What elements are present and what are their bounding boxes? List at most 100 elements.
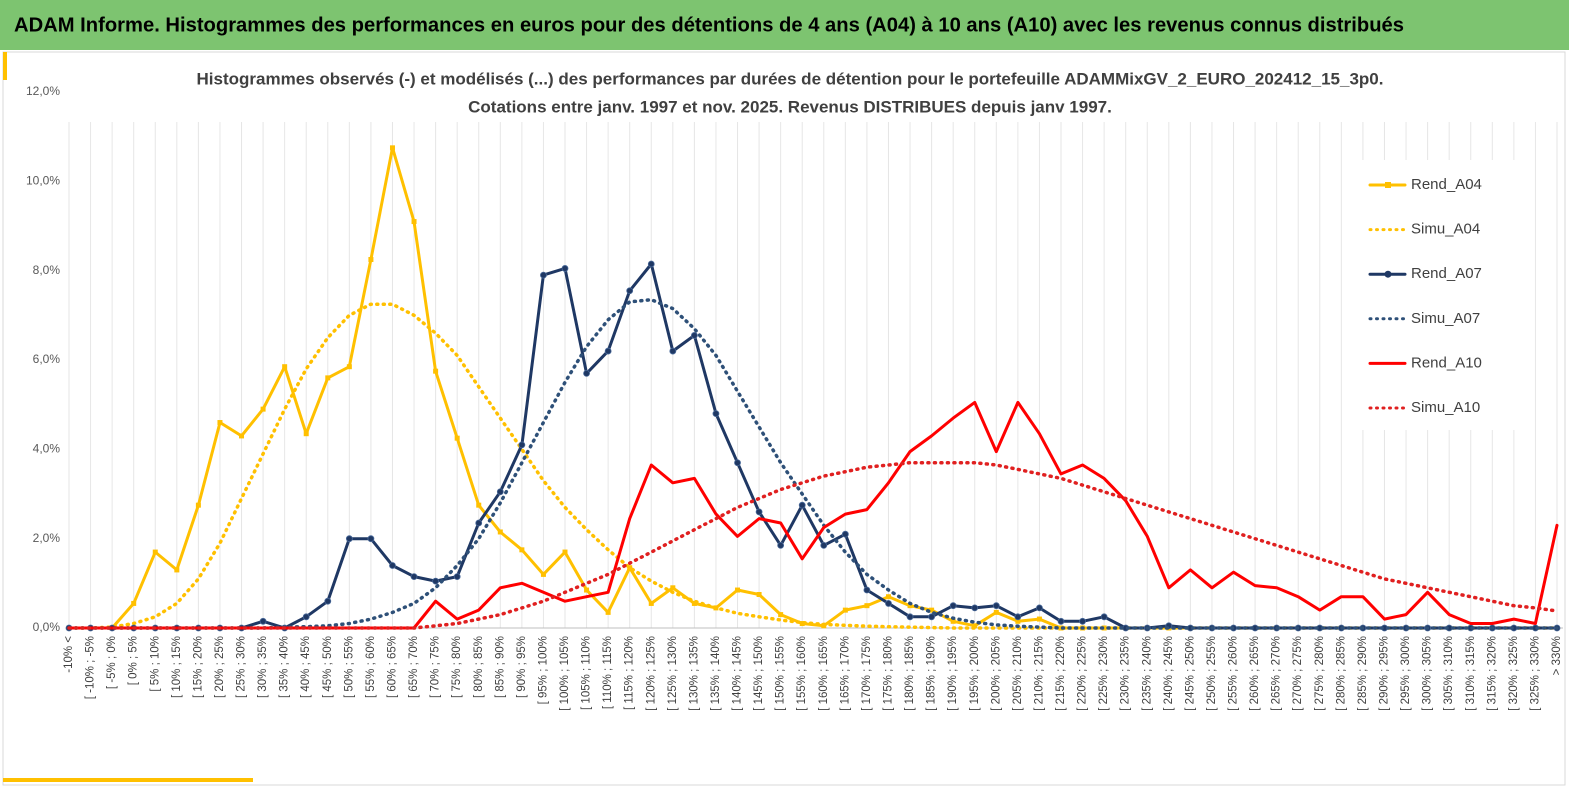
x-tick-label: [ 200% ; 205% — [990, 636, 1002, 711]
point-marker — [627, 565, 633, 571]
x-tick-label: [ 15% ; 20% — [192, 636, 204, 698]
y-tick-label: 6,0% — [33, 352, 61, 366]
legend-marker — [1384, 270, 1392, 278]
point-marker — [928, 613, 936, 621]
header-banner — [0, 0, 1569, 50]
corner-accent — [3, 52, 7, 80]
point-marker — [540, 271, 547, 279]
legend-box — [1355, 160, 1515, 430]
header-title: ADAM Informe. Histogrammes des performan… — [14, 14, 1404, 36]
x-tick-label: [ -10% ; -5% — [85, 636, 97, 699]
point-marker — [1100, 613, 1108, 621]
point-marker — [432, 577, 440, 585]
point-marker — [799, 621, 805, 627]
x-tick-label: [ 265% ; 270% — [1271, 636, 1283, 711]
point-marker — [648, 600, 654, 606]
x-tick-label: [ 255% ; 260% — [1228, 636, 1240, 711]
x-tick-label: [ 260% ; 265% — [1249, 636, 1261, 711]
corner-accent — [3, 778, 253, 782]
point-marker — [325, 375, 331, 381]
point-marker — [389, 145, 395, 151]
point-marker — [217, 420, 223, 426]
x-tick-label: [ 50% ; 55% — [343, 636, 355, 698]
x-tick-label: [ 145% ; 150% — [753, 636, 765, 711]
y-tick-label: 2,0% — [33, 531, 61, 545]
x-tick-label: [ 30% ; 35% — [257, 636, 269, 698]
point-marker — [453, 573, 461, 581]
y-tick-label: 4,0% — [33, 442, 61, 456]
point-marker — [152, 549, 158, 555]
x-tick-label: [ 195% ; 200% — [969, 636, 981, 711]
x-tick-label: [ 120% ; 125% — [645, 636, 657, 711]
x-tick-label: [ 315% ; 320% — [1486, 636, 1498, 711]
x-tick-label: [ 235% ; 240% — [1141, 636, 1153, 711]
x-tick-label: [ 185% ; 190% — [926, 636, 938, 711]
x-tick-label: [ 65% ; 70% — [408, 636, 420, 698]
point-marker — [777, 541, 785, 549]
point-marker — [906, 613, 914, 621]
point-marker — [389, 562, 396, 569]
point-marker — [410, 573, 418, 581]
series-line — [67, 460, 1559, 630]
x-tick-label: [ 250% ; 255% — [1206, 636, 1218, 711]
point-marker — [605, 609, 611, 615]
point-marker — [950, 618, 956, 624]
y-tick-label: 0,0% — [33, 620, 61, 634]
x-tick-label: [ 310% ; 315% — [1465, 636, 1477, 711]
point-marker — [367, 535, 375, 543]
x-tick-label: [ 320% ; 325% — [1508, 636, 1520, 711]
point-marker — [540, 571, 546, 577]
chart-subtitle: Cotations entre janv. 1997 et nov. 2025.… — [468, 97, 1112, 116]
point-marker — [841, 530, 849, 538]
x-tick-label: [ 60% ; 65% — [387, 636, 399, 698]
y-tick-label: 10,0% — [26, 174, 60, 188]
x-tick-label: [ 125% ; 130% — [667, 636, 679, 711]
x-tick-label: [ 240% ; 245% — [1163, 636, 1175, 711]
x-tick-label: [ 75% ; 80% — [451, 636, 463, 698]
x-tick-label: [ 115% ; 120% — [624, 636, 636, 710]
point-marker — [518, 441, 526, 449]
point-marker — [302, 613, 310, 621]
point-marker — [561, 265, 569, 272]
point-marker — [755, 508, 763, 516]
point-marker — [475, 519, 483, 527]
legend-label: Rend_A10 — [1411, 354, 1482, 371]
x-tick-label: -10% < — [63, 636, 75, 673]
legend-label: Rend_A04 — [1411, 176, 1482, 193]
point-marker — [993, 609, 999, 615]
x-tick-label: [ 175% ; 180% — [883, 636, 895, 711]
x-tick-label: [ 10% ; 15% — [171, 636, 183, 698]
x-tick-label: [ 230% ; 235% — [1120, 636, 1132, 711]
x-tick-label: [ 305% ; 310% — [1443, 636, 1455, 711]
x-tick-label: [ 85% ; 90% — [494, 636, 506, 698]
point-marker — [885, 594, 891, 600]
point-marker — [885, 600, 892, 607]
point-marker — [496, 488, 504, 496]
point-marker — [972, 623, 978, 629]
series-line — [67, 302, 1559, 630]
legend-marker — [1385, 182, 1391, 188]
x-tick-label: [ 140% ; 145% — [732, 636, 744, 711]
point-marker — [346, 364, 352, 370]
point-marker — [239, 433, 245, 439]
point-marker — [411, 219, 417, 225]
point-marker — [1036, 604, 1043, 612]
x-tick-label: [ 285% ; 290% — [1357, 636, 1369, 711]
point-marker — [195, 502, 201, 508]
point-marker — [863, 586, 871, 594]
point-marker — [1036, 616, 1042, 622]
x-tick-label: [ 205% ; 210% — [1012, 636, 1024, 711]
point-marker — [604, 347, 612, 355]
x-tick-label: [ 40% ; 45% — [300, 636, 312, 698]
point-marker — [562, 549, 568, 555]
point-marker — [691, 600, 697, 606]
x-tick-label: [ 190% ; 195% — [947, 636, 959, 711]
point-marker — [778, 612, 784, 618]
x-tick-label: [ 135% ; 140% — [710, 636, 722, 711]
x-tick-label: [ 180% ; 185% — [904, 636, 916, 711]
x-tick-label: [ 220% ; 225% — [1077, 636, 1089, 711]
point-marker — [670, 585, 676, 591]
legend-label: Simu_A07 — [1411, 310, 1480, 327]
point-marker — [584, 587, 590, 593]
